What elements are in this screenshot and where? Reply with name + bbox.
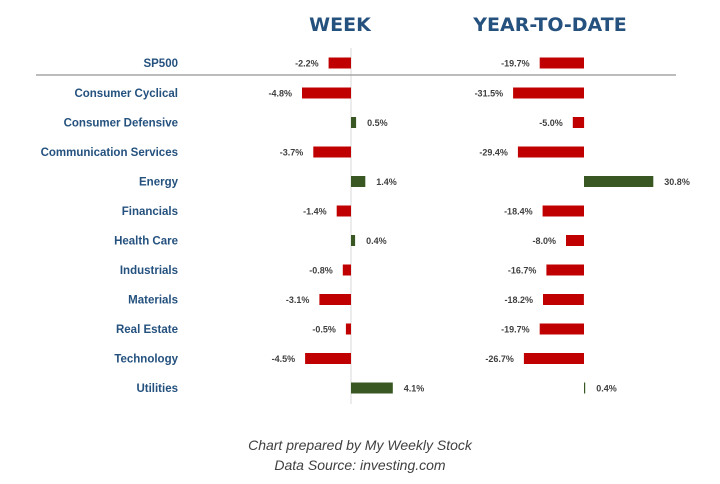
ytd-bar-real-estate [539,323,584,335]
week-bar-health-care [351,235,356,246]
category-label-industrials: Industrials [120,265,178,277]
week-bar-technology [305,353,351,364]
category-label-consumer-cyclical: Consumer Cyclical [74,88,178,100]
week-value-label-consumer-defensive: 0.5% [367,118,388,128]
ytd-value-label-energy: 30.8% [664,177,690,187]
ytd-value-label-health-care: -8.0% [532,236,556,246]
category-label-utilities: Utilities [136,383,178,395]
ytd-value-label-industrials: -16.7% [508,266,537,276]
week-bar-energy [351,176,366,187]
ytd-bar-consumer-cyclical [513,87,584,99]
ytd-value-label-technology: -26.7% [485,354,514,364]
ytd-value-label-materials: -18.2% [504,295,533,305]
week-bar-sp500 [328,57,351,69]
category-label-energy: Energy [139,177,179,189]
footer-source: Data Source: investing.com [274,457,446,473]
category-label-technology: Technology [114,354,178,366]
ytd-bar-financials [542,205,584,217]
ytd-value-label-utilities: 0.4% [596,384,617,394]
week-bar-financials [336,205,351,217]
ytd-bar-consumer-defensive [572,117,585,128]
week-value-label-real-estate: -0.5% [312,325,336,335]
category-label-communication-services: Communication Services [41,147,178,159]
week-value-label-financials: -1.4% [303,207,327,217]
footer-credit: Chart prepared by My Weekly Stock [248,437,472,453]
ytd-bar-utilities [584,382,586,394]
week-value-label-health-care: 0.4% [366,236,387,246]
week-value-label-communication-services: -3.7% [280,148,304,158]
category-label-materials: Materials [128,295,178,307]
ytd-bar-industrials [546,264,584,276]
sector-performance-chart: WEEK YEAR-TO-DATE SP500 Consumer Cyclical… [36,14,690,404]
category-label-consumer-defensive: Consumer Defensive [64,118,178,130]
week-value-label-utilities: 4.1% [404,384,425,394]
week-bar-real-estate [345,323,351,335]
week-bar-consumer-cyclical [302,87,351,99]
ytd-value-label-financials: -18.4% [504,207,533,217]
ytd-value-label-communication-services: -29.4% [479,148,508,158]
week-value-label-industrials: -0.8% [309,266,333,276]
ytd-bar-technology [523,353,584,364]
ytd-bar-health-care [566,235,584,246]
category-label-financials: Financials [122,206,178,218]
week-bar-consumer-defensive [351,117,357,128]
week-value-label-energy: 1.4% [376,177,397,187]
week-value-label-technology: -4.5% [272,354,296,364]
week-bar-industrials [342,264,351,276]
ytd-bar-communication-services [517,146,584,158]
ytd-value-label-consumer-cyclical: -31.5% [475,89,504,99]
ytd-bar-sp500 [539,57,584,69]
category-label-real-estate: Real Estate [116,324,178,336]
ytd-bar-materials [543,294,584,305]
category-labels: SP500 Consumer Cyclical Consumer Defensive… [41,58,179,395]
week-value-label-consumer-cyclical: -4.8% [268,89,292,99]
ytd-value-label-consumer-defensive: -5.0% [539,118,563,128]
week-bar-utilities [351,382,393,394]
ytd-bar-energy [584,176,654,187]
week-bar-materials [319,294,351,305]
ytd-value-label-real-estate: -19.7% [501,325,530,335]
category-label-health-care: Health Care [114,236,178,248]
category-label-sp500: SP500 [143,58,178,70]
week-value-label-materials: -3.1% [286,295,310,305]
ytd-bars: -19.7% -31.5% -5.0% -29.4% 30.8% -18.4% -8.0% -… [475,57,690,394]
week-header: WEEK [309,14,372,36]
week-bars: -2.2% -4.8% 0.5% -3.7% 1.4% -1.4% 0.4% -0.8% -3.… [268,57,425,394]
week-bar-communication-services [313,146,351,158]
ytd-value-label-sp500: -19.7% [501,59,530,69]
week-value-label-sp500: -2.2% [295,59,319,69]
ytd-header: YEAR-TO-DATE [472,14,626,36]
